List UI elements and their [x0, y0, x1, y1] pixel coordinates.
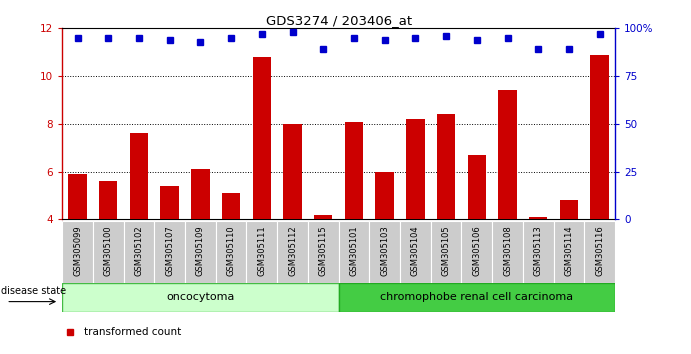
Bar — [492, 221, 523, 283]
Bar — [124, 221, 154, 283]
Text: chromophobe renal cell carcinoma: chromophobe renal cell carcinoma — [380, 292, 574, 302]
Bar — [339, 283, 615, 312]
Text: transformed count: transformed count — [84, 327, 182, 337]
Bar — [560, 200, 578, 315]
Text: GSM305111: GSM305111 — [257, 225, 266, 276]
Bar — [68, 174, 87, 315]
Bar — [375, 172, 394, 315]
Bar — [222, 193, 240, 315]
Text: GSM305109: GSM305109 — [196, 225, 205, 276]
Bar — [62, 283, 339, 312]
Text: GSM305112: GSM305112 — [288, 225, 297, 276]
Bar — [585, 221, 615, 283]
Bar — [314, 215, 332, 315]
Text: oncocytoma: oncocytoma — [167, 292, 234, 302]
Bar — [99, 181, 117, 315]
Bar — [191, 169, 209, 315]
Bar — [430, 221, 462, 283]
Bar — [93, 221, 124, 283]
Text: GSM305104: GSM305104 — [411, 225, 420, 276]
Text: GSM305107: GSM305107 — [165, 225, 174, 276]
Bar — [345, 121, 363, 315]
Text: GSM305101: GSM305101 — [350, 225, 359, 276]
Bar — [553, 221, 585, 283]
Bar — [406, 119, 424, 315]
Text: GSM305116: GSM305116 — [595, 225, 604, 276]
Bar — [308, 221, 339, 283]
Text: disease state: disease state — [1, 286, 66, 296]
Bar — [283, 124, 302, 315]
Bar — [437, 114, 455, 315]
Bar — [247, 221, 277, 283]
Text: GSM305115: GSM305115 — [319, 225, 328, 276]
Bar — [62, 221, 93, 283]
Bar — [498, 91, 517, 315]
Bar — [400, 221, 430, 283]
Bar — [369, 221, 400, 283]
Bar — [130, 133, 148, 315]
Bar — [462, 221, 492, 283]
Text: GSM305103: GSM305103 — [380, 225, 389, 276]
Text: GSM305105: GSM305105 — [442, 225, 451, 276]
Text: GSM305110: GSM305110 — [227, 225, 236, 276]
Text: GSM305114: GSM305114 — [565, 225, 574, 276]
Bar — [154, 221, 185, 283]
Bar — [468, 155, 486, 315]
Bar — [160, 186, 179, 315]
Text: GSM305099: GSM305099 — [73, 225, 82, 276]
Bar — [253, 57, 271, 315]
Title: GDS3274 / 203406_at: GDS3274 / 203406_at — [265, 14, 412, 27]
Bar — [216, 221, 247, 283]
Bar — [339, 221, 369, 283]
Bar — [590, 55, 609, 315]
Bar — [185, 221, 216, 283]
Text: GSM305108: GSM305108 — [503, 225, 512, 276]
Bar — [277, 221, 308, 283]
Bar — [529, 217, 547, 315]
Text: GSM305100: GSM305100 — [104, 225, 113, 276]
Bar — [523, 221, 553, 283]
Text: GSM305102: GSM305102 — [135, 225, 144, 276]
Text: GSM305106: GSM305106 — [472, 225, 482, 276]
Text: GSM305113: GSM305113 — [533, 225, 542, 276]
